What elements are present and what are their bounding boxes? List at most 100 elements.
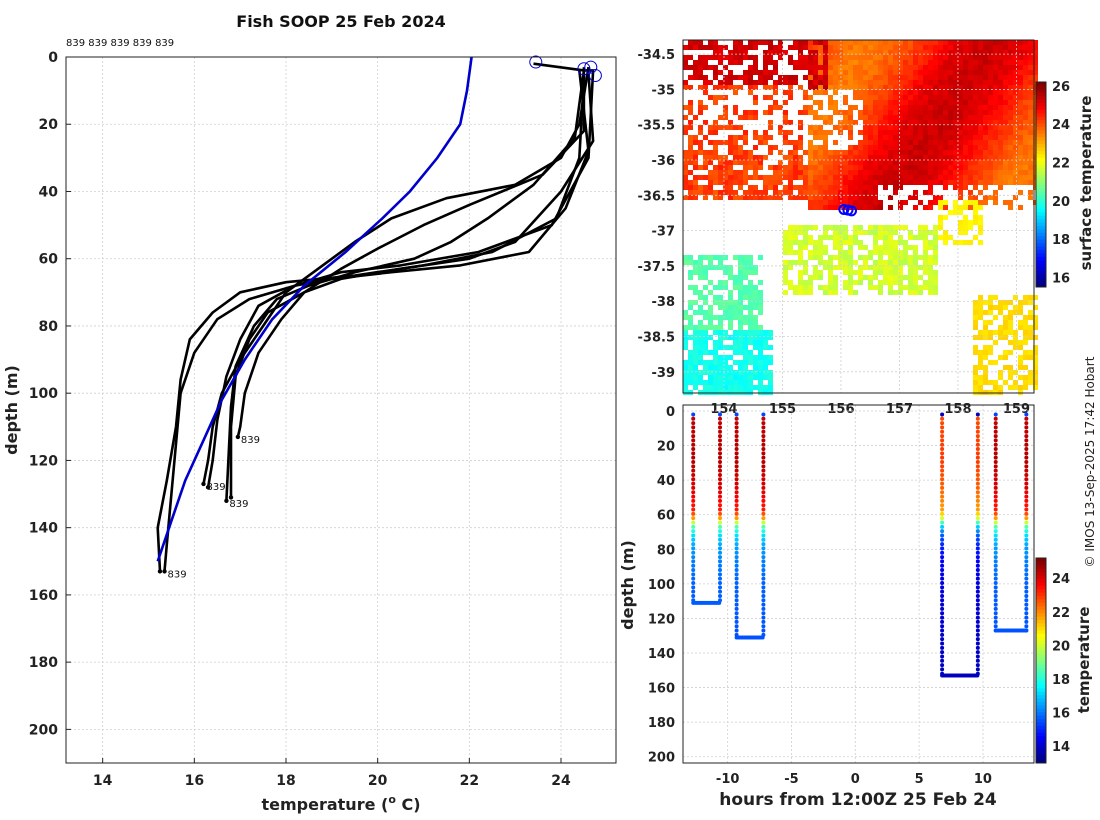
sst-cell [1028, 380, 1033, 385]
sst-cell [828, 80, 833, 85]
sst-cell [898, 265, 903, 270]
sst-cell [738, 385, 743, 390]
sst-cell [738, 85, 743, 90]
sst-cell [1023, 355, 1028, 360]
sst-cell [738, 170, 743, 175]
sst-cell [1013, 75, 1018, 80]
sst-cell [988, 90, 993, 95]
sst-cell [918, 285, 923, 290]
sst-cell [753, 60, 758, 65]
sst-cell [798, 65, 803, 70]
sst-cell [1003, 320, 1008, 325]
sst-cell [928, 190, 933, 195]
cast-descent-point [993, 511, 998, 516]
sst-cell [998, 55, 1003, 60]
profile-end-point [162, 569, 167, 574]
sst-cell [1028, 170, 1033, 175]
sst-cell [838, 65, 843, 70]
sst-cell [848, 285, 853, 290]
sst-cell [848, 75, 853, 80]
sst-cell [893, 100, 898, 105]
sst-cell [853, 260, 858, 265]
sst-cell [1003, 365, 1008, 370]
sst-cell [873, 115, 878, 120]
sst-cell [698, 370, 703, 375]
sst-cell [833, 105, 838, 110]
profile-end-point [224, 498, 229, 503]
map-colorbar-step [1036, 263, 1046, 267]
sst-cell [883, 155, 888, 160]
sst-cell [823, 265, 828, 270]
sst-cell [823, 250, 828, 255]
sst-cell [873, 60, 878, 65]
sst-cell [748, 160, 753, 165]
sst-cell [698, 265, 703, 270]
sst-cell [808, 130, 813, 135]
sst-cell [703, 285, 708, 290]
sst-cell [808, 75, 813, 80]
sst-cell [843, 120, 848, 125]
profile-end-label: 839 [229, 499, 248, 510]
sst-cell [693, 350, 698, 355]
sst-cell [913, 100, 918, 105]
sst-cell [723, 125, 728, 130]
cast-ascent-point [718, 568, 723, 573]
cast-ascent-point [975, 606, 980, 611]
profile-line-cast7 [206, 62, 595, 488]
sst-cell [968, 195, 973, 200]
sst-cell [903, 145, 908, 150]
sst-cell [998, 305, 1003, 310]
cast-ascent-point [718, 494, 723, 499]
sst-cell [888, 135, 893, 140]
sst-cell [698, 340, 703, 345]
sst-cell [973, 195, 978, 200]
sst-cell [1013, 40, 1018, 45]
sst-cell [973, 345, 978, 350]
sst-cell [978, 230, 983, 235]
sst-cell [818, 130, 823, 135]
sst-cell [853, 75, 858, 80]
cast-descent-point [993, 529, 998, 534]
sst-cell [888, 95, 893, 100]
sst-cell [918, 180, 923, 185]
sst-cell [848, 180, 853, 185]
sst-cell [888, 285, 893, 290]
cast-ascent-point [1024, 503, 1029, 508]
sst-cell [898, 80, 903, 85]
sst-cell [768, 85, 773, 90]
map-longitude-tick-label: 157 [886, 402, 913, 417]
sst-cell [798, 155, 803, 160]
sst-cell [933, 145, 938, 150]
sst-cell [953, 45, 958, 50]
sst-cell [698, 295, 703, 300]
sst-cell [1028, 295, 1033, 300]
sst-cell [743, 290, 748, 295]
sst-cell [823, 45, 828, 50]
sst-cell [818, 275, 823, 280]
sst-cell [873, 105, 878, 110]
cast-descent-point [940, 459, 945, 464]
sst-cell [773, 195, 778, 200]
sst-cell [1023, 325, 1028, 330]
sst-cell [898, 240, 903, 245]
sst-cell [878, 235, 883, 240]
sst-cell [808, 195, 813, 200]
sst-cell [953, 185, 958, 190]
sst-cell [903, 65, 908, 70]
sst-cell [993, 150, 998, 155]
sst-cell [843, 225, 848, 230]
sst-cell [843, 60, 848, 65]
cast-ascent-point [761, 593, 766, 598]
sst-cell [738, 40, 743, 45]
map-ship-positions [838, 203, 857, 217]
sst-cell [908, 125, 913, 130]
cast-ascent-point [718, 438, 723, 443]
sst-cell [908, 45, 913, 50]
sst-cell [853, 280, 858, 285]
map-colorbar-step [1036, 208, 1046, 213]
sst-cell [758, 345, 763, 350]
cast-descent-point [940, 598, 945, 603]
sst-cell [878, 245, 883, 250]
sst-cell [1003, 300, 1008, 305]
sst-cell [778, 195, 783, 200]
